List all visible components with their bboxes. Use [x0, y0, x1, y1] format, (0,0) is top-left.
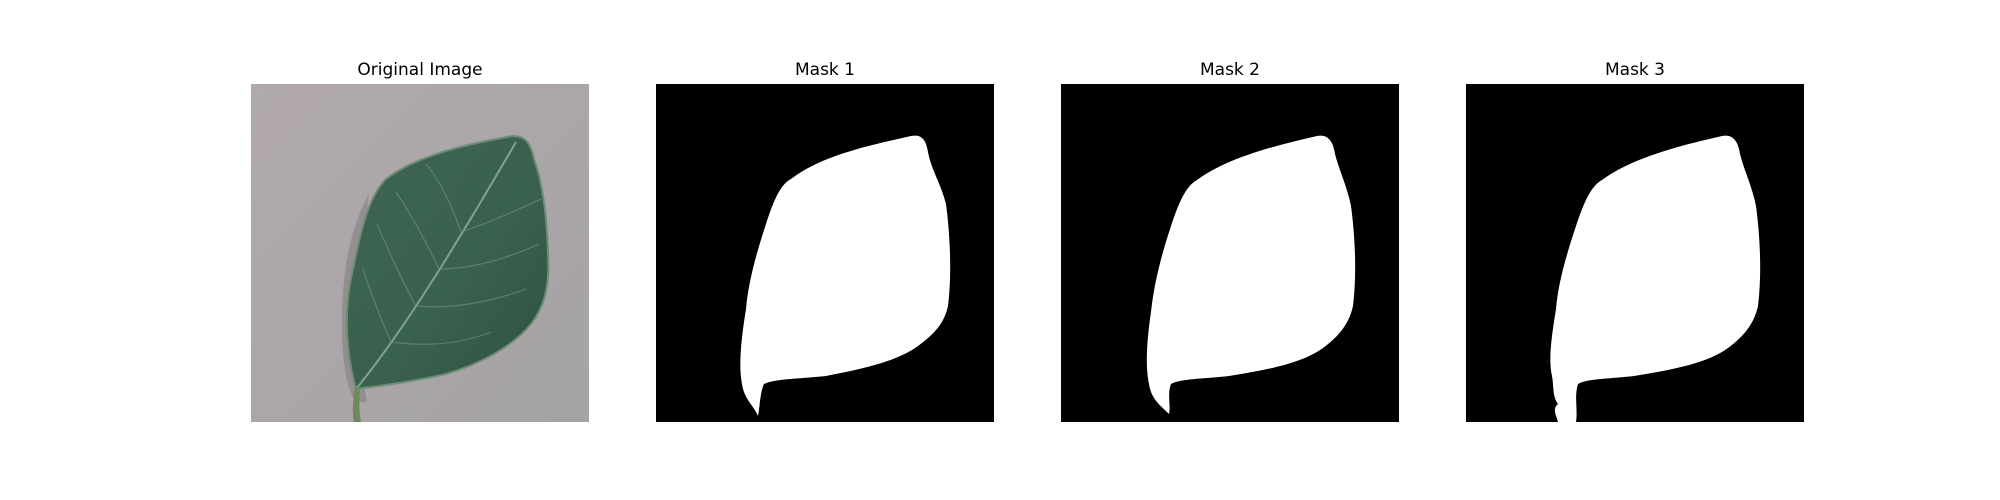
panel-title: Original Image: [357, 60, 483, 80]
panel-mask-1: Mask 1: [656, 56, 994, 422]
panel-mask-3: Mask 3: [1466, 56, 1804, 422]
leaf-blade: [345, 134, 550, 391]
mask-foreground: [1146, 135, 1356, 414]
panel-mask-2: Mask 2: [1061, 56, 1399, 422]
leaf-midrib: [355, 141, 517, 390]
panel-title: Mask 3: [1604, 60, 1665, 80]
mask-foreground: [1550, 135, 1761, 422]
panel-title: Mask 2: [1199, 60, 1260, 80]
mask-1-image: [656, 84, 994, 422]
original-leaf-photo: [251, 84, 589, 422]
mask-foreground: [740, 135, 951, 417]
mask-2-image: [1061, 84, 1399, 422]
panel-title: Mask 1: [794, 60, 855, 80]
panel-original-image: Original Image: [251, 56, 589, 422]
leaf-stem: [352, 387, 361, 422]
mask-3-image: [1466, 84, 1804, 422]
leaf-veins: [362, 163, 542, 345]
